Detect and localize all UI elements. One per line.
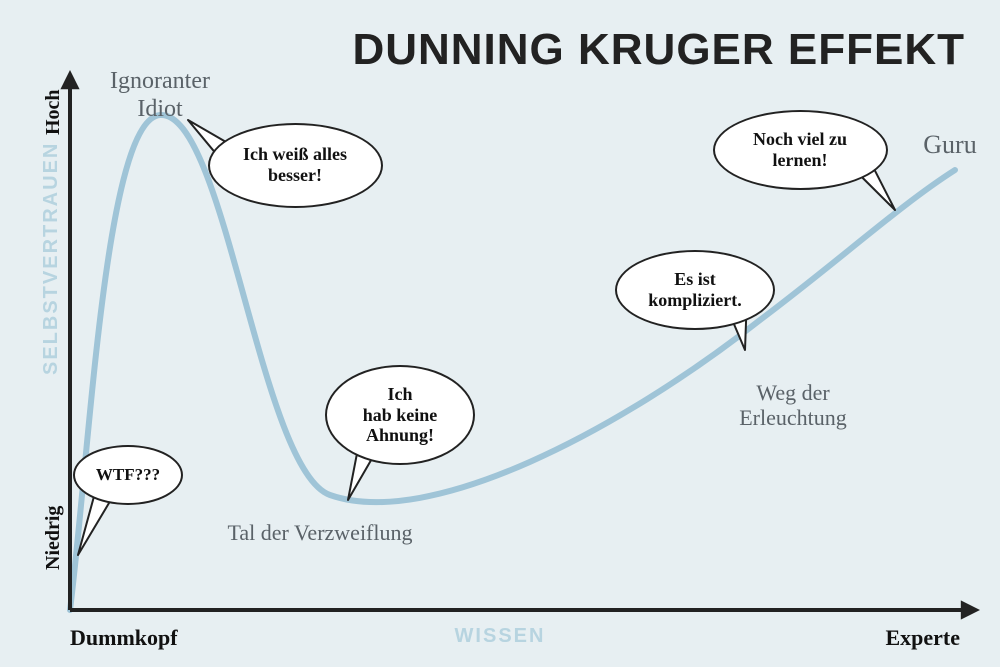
bubble-complicated: Es ist kompliziert. [615,250,775,330]
bubble-text: WTF??? [96,465,160,485]
curve-label-enlighten: Weg der Erleuchtung [739,380,847,431]
chart-title: DUNNING KRUGER EFFEKT [352,25,965,75]
bubble-wtf: WTF??? [73,445,183,505]
x-axis-label-right: Experte [885,625,960,651]
curve-label-valley: Tal der Verzweiflung [228,520,413,545]
bubble-text: Ich weiß alles besser! [243,144,347,185]
bubble-text: Noch viel zu lernen! [753,129,847,170]
curve-label-guru: Guru [923,130,976,160]
y-axis-label-low: Niedrig [42,506,65,570]
x-axis-label-left: Dummkopf [70,625,178,651]
bubble-text: Ich hab keine Ahnung! [363,384,438,446]
curve-label-idiot: Ignoranter Idiot [110,68,210,123]
bubble-know-better: Ich weiß alles besser! [208,123,383,208]
bubble-much-to-learn: Noch viel zu lernen! [713,110,888,190]
y-axis-title: SELBSTVERTRAUEN [40,142,63,375]
y-axis-label-high: Hoch [42,89,65,135]
x-axis-title: WISSEN [455,625,546,648]
bubble-no-idea: Ich hab keine Ahnung! [325,365,475,465]
bubble-text: Es ist kompliziert. [648,269,741,310]
